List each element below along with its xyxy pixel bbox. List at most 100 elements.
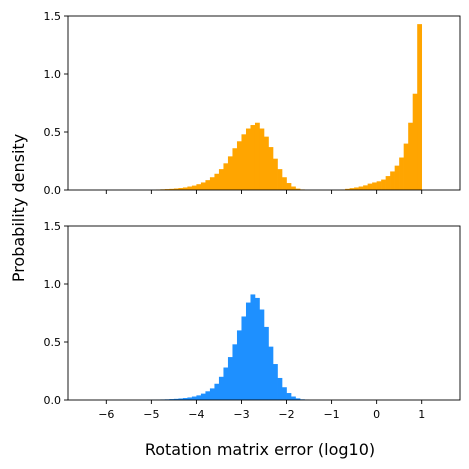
top-bar bbox=[209, 177, 215, 190]
bottom-bar bbox=[268, 346, 274, 400]
top-bar bbox=[214, 173, 220, 190]
top-bar bbox=[390, 171, 395, 190]
x-tick-label: −2 bbox=[278, 408, 294, 421]
top-bar bbox=[227, 156, 233, 190]
bottom-x-axis-ticks: −6 −5 −4 −3 −2 −1 0 1 bbox=[98, 400, 425, 421]
bottom-bar bbox=[205, 391, 211, 400]
y-axis-label: Probability density bbox=[9, 134, 28, 282]
top-bar bbox=[412, 93, 418, 190]
top-histogram-bars bbox=[155, 24, 423, 191]
bottom-histogram-bars bbox=[146, 294, 310, 400]
top-bar bbox=[200, 182, 206, 190]
bottom-bar bbox=[241, 316, 247, 400]
bottom-bar bbox=[254, 297, 260, 400]
top-bar bbox=[354, 187, 359, 190]
bottom-bar bbox=[173, 398, 179, 400]
x-tick-label: 1 bbox=[418, 408, 425, 421]
top-bar bbox=[259, 128, 265, 190]
top-bar bbox=[191, 185, 197, 190]
bottom-bar bbox=[227, 357, 233, 400]
top-y-tick-label: 1.5 bbox=[44, 10, 62, 23]
bottom-y-axis-ticks: 0.0 0.5 1.0 1.5 bbox=[44, 220, 68, 407]
top-bar bbox=[367, 183, 373, 190]
top-bar bbox=[268, 147, 274, 190]
bottom-y-tick-label: 0.5 bbox=[44, 336, 62, 349]
top-bar bbox=[358, 186, 364, 190]
top-bar bbox=[295, 188, 301, 190]
bottom-bar bbox=[250, 294, 256, 400]
top-bar bbox=[408, 122, 413, 190]
top-bar bbox=[385, 176, 391, 190]
x-tick-label: −5 bbox=[143, 408, 159, 421]
bottom-bar bbox=[169, 399, 175, 400]
bottom-bar bbox=[200, 393, 206, 400]
top-bar bbox=[345, 188, 350, 190]
bottom-plot-frame bbox=[67, 225, 461, 401]
bottom-bar bbox=[182, 398, 188, 400]
bottom-bar bbox=[277, 377, 283, 400]
top-y-axis-ticks: 0.0 0.5 1.0 1.5 bbox=[44, 10, 68, 197]
bottom-bar bbox=[218, 376, 224, 400]
top-y-tick-label: 0.0 bbox=[44, 184, 62, 197]
top-bar bbox=[264, 136, 269, 190]
bottom-bar bbox=[191, 396, 197, 400]
top-bar bbox=[178, 188, 184, 190]
top-bar bbox=[250, 125, 256, 190]
top-bar bbox=[182, 187, 188, 190]
bottom-bar bbox=[178, 398, 184, 400]
top-bar bbox=[173, 188, 179, 190]
bottom-bar bbox=[236, 330, 242, 400]
bottom-bar bbox=[209, 388, 215, 400]
top-bar bbox=[372, 182, 377, 190]
top-bar bbox=[403, 143, 409, 190]
x-tick-label: −1 bbox=[323, 408, 339, 421]
top-bar bbox=[399, 157, 404, 190]
top-bar bbox=[196, 184, 202, 190]
bottom-bar bbox=[282, 387, 287, 400]
bottom-bar bbox=[273, 364, 278, 400]
bottom-bar bbox=[223, 367, 229, 400]
bottom-y-tick-label: 1.5 bbox=[44, 220, 62, 233]
top-bar bbox=[291, 186, 296, 190]
x-tick-label: −3 bbox=[233, 408, 249, 421]
top-bar bbox=[282, 177, 287, 190]
bottom-bar bbox=[232, 344, 238, 400]
top-bar bbox=[218, 169, 224, 190]
bottom-bar bbox=[196, 395, 202, 400]
bottom-y-tick-label: 1.0 bbox=[44, 278, 62, 291]
top-bar bbox=[286, 183, 292, 190]
top-bar bbox=[241, 134, 247, 190]
top-bar bbox=[277, 169, 283, 190]
bottom-bar bbox=[259, 309, 265, 400]
top-bar bbox=[164, 189, 170, 190]
top-bar bbox=[417, 24, 423, 191]
top-bar bbox=[376, 181, 382, 190]
top-panel: 0.0 0.5 1.0 1.5 bbox=[44, 10, 461, 197]
top-bar bbox=[205, 180, 211, 190]
x-tick-label: 0 bbox=[373, 408, 380, 421]
top-bar bbox=[245, 128, 251, 190]
top-bar bbox=[169, 188, 175, 190]
top-y-tick-label: 1.0 bbox=[44, 68, 62, 81]
bottom-bar bbox=[214, 383, 220, 400]
top-y-tick-label: 0.5 bbox=[44, 126, 62, 139]
bottom-bar bbox=[187, 397, 193, 400]
bottom-panel: 0.0 0.5 1.0 1.5 −6 −5 −4 −3 −2 −1 0 1 bbox=[44, 220, 461, 421]
top-bar bbox=[381, 179, 386, 190]
bottom-bar bbox=[295, 398, 301, 400]
top-bar bbox=[223, 163, 229, 190]
top-bar bbox=[349, 188, 355, 190]
x-tick-label: −6 bbox=[98, 408, 114, 421]
top-bar bbox=[232, 148, 238, 190]
top-bar bbox=[394, 165, 400, 190]
x-axis-label: Rotation matrix error (log10) bbox=[145, 440, 375, 459]
bottom-bar bbox=[286, 393, 292, 400]
bottom-bar bbox=[245, 302, 251, 400]
top-plot-frame bbox=[67, 15, 461, 191]
top-bar bbox=[236, 141, 242, 190]
top-bar bbox=[363, 185, 368, 190]
bottom-bar bbox=[264, 326, 269, 400]
top-bar bbox=[273, 158, 278, 190]
x-tick-label: −4 bbox=[188, 408, 204, 421]
